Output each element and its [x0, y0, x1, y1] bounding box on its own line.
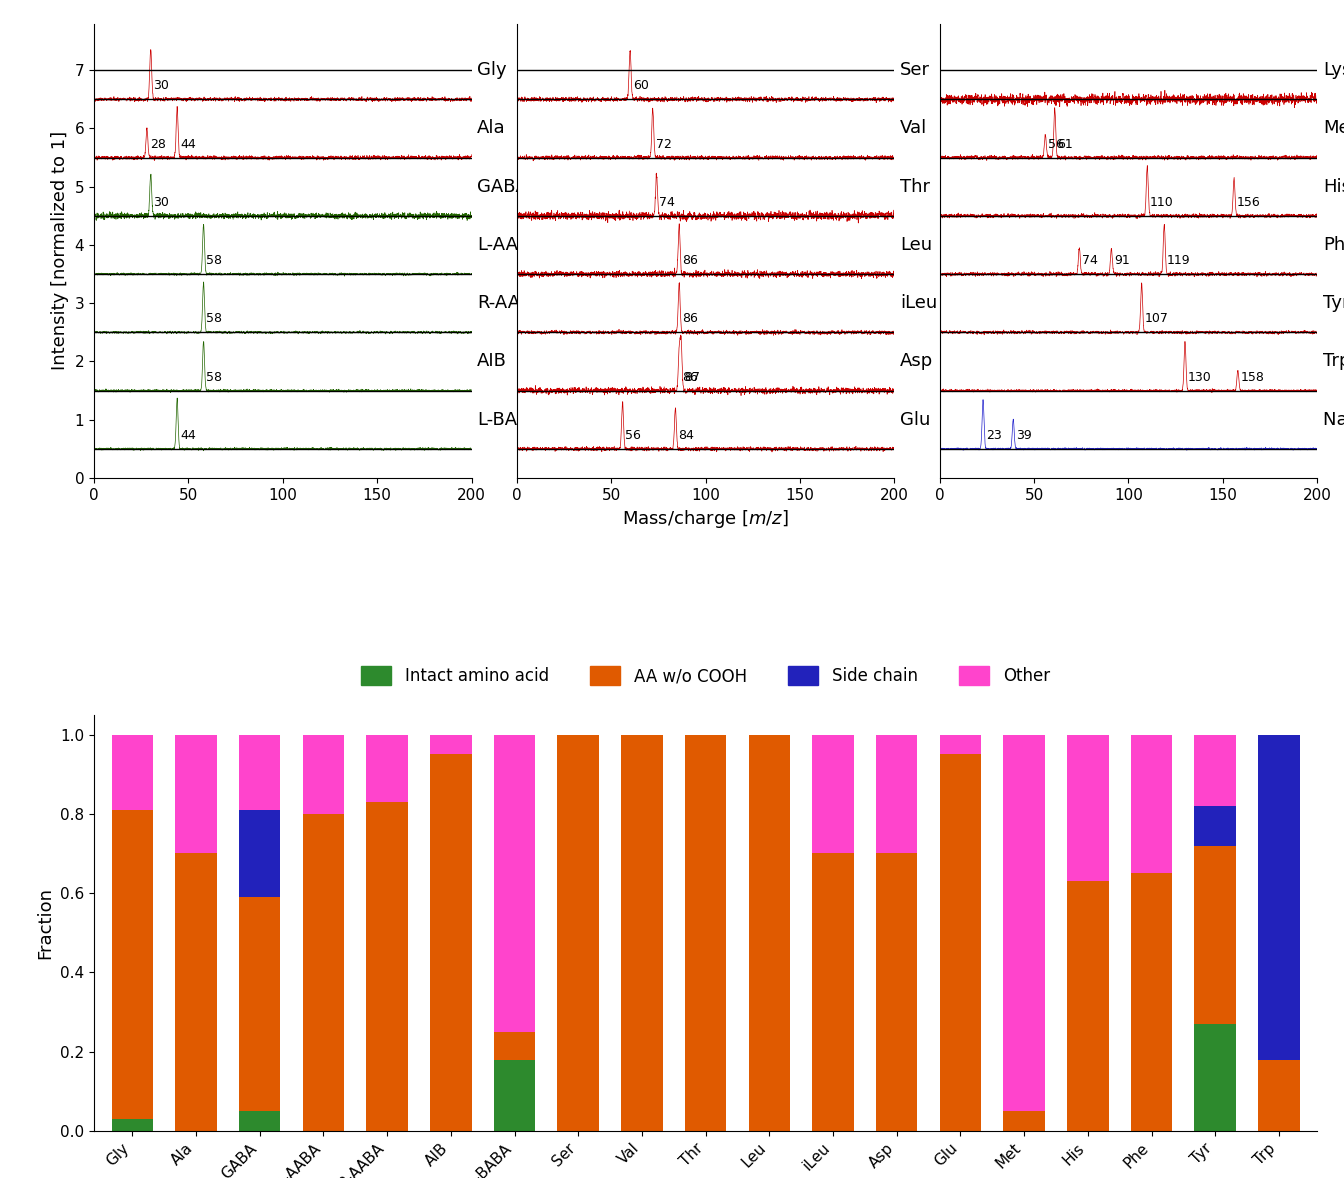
Text: 107: 107 — [1145, 312, 1168, 325]
Bar — [1004, 735, 1044, 1111]
Bar — [1067, 881, 1109, 1131]
Text: 91: 91 — [1114, 254, 1130, 267]
Text: AIB: AIB — [477, 352, 507, 370]
Text: 30: 30 — [153, 196, 169, 209]
Bar — [1195, 806, 1236, 846]
Bar — [1258, 1059, 1300, 1131]
Bar — [812, 853, 853, 1131]
Text: 72: 72 — [656, 138, 672, 151]
Bar — [175, 735, 216, 853]
Bar — [558, 735, 599, 1131]
Bar — [493, 1059, 535, 1131]
Bar — [367, 735, 407, 802]
Bar — [1067, 735, 1109, 881]
Bar — [239, 735, 281, 809]
Text: Leu: Leu — [900, 236, 933, 254]
Bar — [939, 754, 981, 1131]
Text: Met: Met — [1322, 119, 1344, 138]
Bar — [685, 735, 726, 1131]
Text: 130: 130 — [1188, 371, 1211, 384]
Text: Ser: Ser — [900, 61, 930, 79]
Bar — [239, 896, 281, 1111]
Text: 119: 119 — [1167, 254, 1191, 267]
Text: 58: 58 — [207, 312, 222, 325]
Text: Trp: Trp — [1322, 352, 1344, 370]
Bar — [1195, 1024, 1236, 1131]
Bar — [749, 735, 790, 1131]
Text: iLeu: iLeu — [900, 294, 937, 312]
Text: 58: 58 — [207, 371, 222, 384]
Legend: Intact amino acid, AA w/o COOH, Side chain, Other: Intact amino acid, AA w/o COOH, Side cha… — [362, 666, 1050, 686]
Y-axis label: Fraction: Fraction — [36, 887, 55, 959]
Text: Asp: Asp — [900, 352, 933, 370]
Bar — [1004, 1111, 1044, 1131]
Text: His: His — [1322, 178, 1344, 196]
Text: 110: 110 — [1150, 196, 1173, 209]
Bar — [876, 853, 918, 1131]
Text: 61: 61 — [1058, 138, 1074, 151]
Text: NaCl / KCl: NaCl / KCl — [1322, 411, 1344, 429]
Bar — [939, 735, 981, 754]
Text: 39: 39 — [1016, 429, 1032, 442]
Text: 87: 87 — [684, 371, 700, 384]
Bar — [112, 1119, 153, 1131]
Bar — [175, 853, 216, 1131]
Text: 58: 58 — [207, 254, 222, 267]
Bar — [1130, 735, 1172, 873]
Text: 74: 74 — [660, 196, 675, 209]
Text: R-AABA: R-AABA — [477, 294, 544, 312]
Bar — [302, 735, 344, 814]
Text: 74: 74 — [1082, 254, 1098, 267]
Bar — [239, 1111, 281, 1131]
Text: 28: 28 — [149, 138, 165, 151]
Text: Phe: Phe — [1322, 236, 1344, 254]
Bar — [621, 735, 663, 1131]
Text: L-BABA: L-BABA — [477, 411, 542, 429]
Text: 23: 23 — [986, 429, 1001, 442]
Bar — [430, 754, 472, 1131]
Text: Ala: Ala — [477, 119, 505, 138]
Bar — [876, 735, 918, 853]
Bar — [1130, 873, 1172, 1131]
Bar — [1195, 735, 1236, 806]
Text: Tyr: Tyr — [1322, 294, 1344, 312]
Bar — [430, 735, 472, 754]
Text: 44: 44 — [180, 429, 196, 442]
Text: 86: 86 — [681, 371, 698, 384]
Bar — [493, 1032, 535, 1059]
Bar — [1258, 735, 1300, 1059]
Bar — [493, 735, 535, 1032]
Text: 156: 156 — [1236, 196, 1261, 209]
Y-axis label: Intensity [normalized to 1]: Intensity [normalized to 1] — [51, 131, 69, 370]
Text: Thr: Thr — [900, 178, 930, 196]
Text: Val: Val — [900, 119, 927, 138]
Text: 158: 158 — [1241, 371, 1265, 384]
Text: Gly: Gly — [477, 61, 507, 79]
Text: Glu: Glu — [900, 411, 930, 429]
Text: 30: 30 — [153, 79, 169, 92]
Text: 84: 84 — [679, 429, 694, 442]
X-axis label: Mass/charge [$m/z$]: Mass/charge [$m/z$] — [622, 508, 789, 530]
Bar — [1195, 846, 1236, 1024]
Bar — [367, 802, 407, 1131]
Bar — [812, 735, 853, 853]
Text: GABA: GABA — [477, 178, 528, 196]
Bar — [112, 809, 153, 1119]
Text: 86: 86 — [681, 254, 698, 267]
Bar — [239, 809, 281, 896]
Bar — [112, 735, 153, 809]
Text: Lys: Lys — [1322, 61, 1344, 79]
Text: 60: 60 — [633, 79, 649, 92]
Bar — [302, 814, 344, 1131]
Text: 56: 56 — [1048, 138, 1064, 151]
Text: 86: 86 — [681, 312, 698, 325]
Text: 44: 44 — [180, 138, 196, 151]
Text: 56: 56 — [625, 429, 641, 442]
Text: L-AABA: L-AABA — [477, 236, 543, 254]
